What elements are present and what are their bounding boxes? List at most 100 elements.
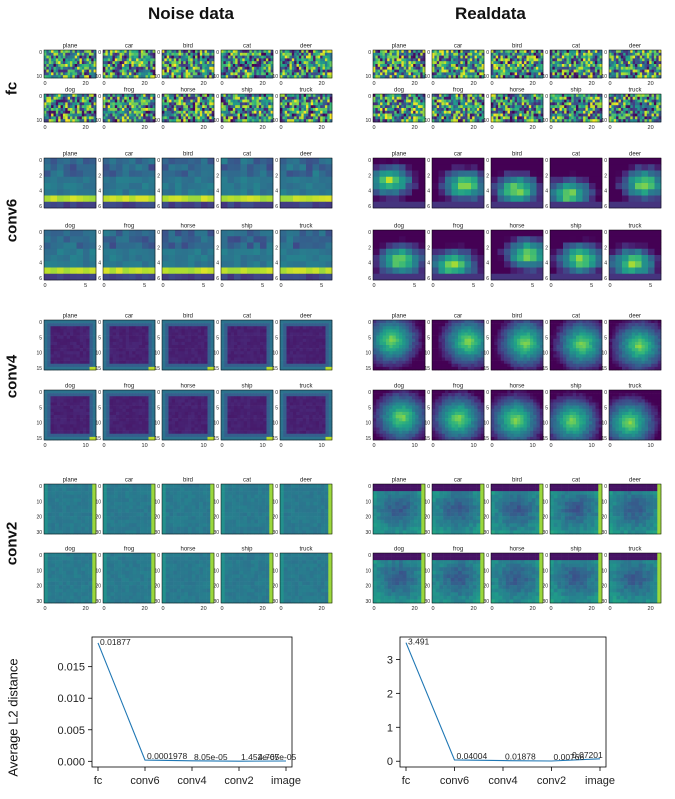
heatmap-xtick: 20: [260, 81, 266, 87]
heatmap-xtick: 0: [102, 283, 105, 289]
heatmap-class-label: deer: [300, 44, 312, 50]
heatmap-conv6-noise-bird: bird 0 2 4 6: [157, 152, 215, 210]
heatmap-ytick: 10: [601, 118, 607, 124]
heatmap-xtick: 20: [589, 606, 595, 612]
heatmap-ytick: 10: [154, 74, 160, 80]
heatmap-ytick: 0: [427, 553, 430, 559]
heatmap-ytick: 6: [545, 276, 548, 282]
heatmap-conv2-noise-truck: truck 0 20 0 10 20 30: [272, 547, 333, 612]
heatmap-ytick: 0: [39, 320, 42, 326]
heatmap-conv6-noise-truck: truck 0 5 0 2 4 6: [275, 224, 333, 289]
heatmap-ytick: 6: [368, 204, 371, 210]
l2-ytick: 1: [387, 722, 393, 734]
heatmap-ytick: 5: [427, 405, 430, 411]
l2-xtick: fc: [402, 775, 411, 787]
heatmap-conv6-noise-cat: cat 0 2 4 6: [216, 152, 274, 210]
heatmap-xtick: 0: [490, 125, 493, 131]
heatmap-ytick: 2: [604, 173, 607, 179]
heatmap-ytick: 0: [604, 158, 607, 164]
heatmap-class-label: frog: [453, 547, 463, 553]
heatmap-class-label: plane: [63, 44, 78, 50]
heatmap-ytick: 6: [427, 276, 430, 282]
heatmap-ytick: 0: [39, 553, 42, 559]
heatmap-class-label: ship: [570, 384, 582, 390]
heatmap-class-label: truck: [299, 547, 313, 553]
heatmap-ytick: 0: [368, 484, 371, 490]
heatmap-class-label: horse: [509, 88, 525, 94]
heatmap-class-label: car: [454, 314, 462, 320]
heatmap-conv4-noise-truck: truck 0 10 0 5 10 15: [272, 384, 333, 449]
heatmap-xtick: 5: [531, 283, 534, 289]
heatmap-ytick: 15: [365, 436, 371, 442]
l2-xtick: conv2: [224, 775, 253, 787]
heatmap-class-label: car: [454, 478, 462, 484]
heatmap-ytick: 5: [39, 405, 42, 411]
heatmap-class-label: horse: [180, 88, 196, 94]
heatmap-xtick: 0: [431, 283, 434, 289]
heatmap-ytick: 0: [486, 553, 489, 559]
heatmap-xtick: 20: [319, 606, 325, 612]
heatmap-conv6-real-car: car 0 2 4 6: [427, 152, 485, 210]
heatmap-ytick: 10: [542, 351, 548, 357]
heatmap-xtick: 10: [530, 443, 536, 449]
heatmap-ytick: 0: [216, 390, 219, 396]
heatmap-xtick: 0: [490, 81, 493, 87]
heatmap-xtick: 10: [83, 443, 89, 449]
heatmap-ytick: 20: [483, 515, 489, 521]
heatmap-conv6-noise-dog: dog 0 5 0 2 4 6: [39, 224, 97, 289]
heatmap-ytick: 0: [216, 94, 219, 100]
heatmap-conv4-real-truck: truck 0 10 0 5 10 15: [601, 384, 662, 449]
heatmap-xtick: 20: [412, 606, 418, 612]
heatmap-conv2-noise-cat: cat 0 10 20 30: [213, 478, 274, 536]
heatmap-conv2-real-bird: bird 0 10 20 30: [483, 478, 544, 536]
heatmap-xtick: 20: [412, 125, 418, 131]
heatmap-ytick: 30: [36, 530, 42, 536]
l2-ytick: 3: [387, 654, 393, 666]
heatmap-ytick: 0: [427, 94, 430, 100]
heatmap-class-label: frog: [124, 88, 134, 94]
heatmap-xtick: 20: [589, 125, 595, 131]
heatmap-ytick: 10: [213, 351, 219, 357]
heatmap-class-label: ship: [241, 384, 253, 390]
heatmap-xtick: 20: [319, 81, 325, 87]
heatmap-ytick: 0: [604, 230, 607, 236]
heatmap-ytick: 5: [98, 405, 101, 411]
heatmap-xtick: 20: [260, 125, 266, 131]
heatmap-ytick: 10: [365, 568, 371, 574]
heatmap-class-label: car: [125, 152, 133, 158]
heatmap-ytick: 10: [424, 351, 430, 357]
heatmap-class-label: deer: [300, 478, 312, 484]
heatmap-class-label: bird: [512, 314, 522, 320]
shared-ylabel: Average L2 distance: [5, 658, 21, 777]
heatmap-ytick: 10: [424, 118, 430, 124]
heatmap-ytick: 5: [427, 335, 430, 341]
heatmap-xtick: 0: [43, 125, 46, 131]
heatmap-ytick: 5: [368, 405, 371, 411]
heatmap-ytick: 10: [542, 499, 548, 505]
l2-point-label: 0.01878: [505, 752, 536, 762]
heatmap-ytick: 10: [95, 499, 101, 505]
heatmap-ytick: 0: [275, 50, 278, 56]
heatmap-ytick: 5: [216, 335, 219, 341]
heatmap-class-label: car: [454, 44, 462, 50]
heatmap-ytick: 0: [368, 230, 371, 236]
heatmap-ytick: 5: [98, 335, 101, 341]
heatmap-class-label: truck: [299, 88, 313, 94]
heatmap-xtick: 0: [549, 125, 552, 131]
heatmap-class-label: plane: [392, 44, 407, 50]
heatmap-ytick: 4: [604, 261, 607, 267]
heatmap-ytick: 15: [601, 366, 607, 372]
heatmap-xtick: 20: [319, 125, 325, 131]
heatmap-ytick: 0: [216, 484, 219, 490]
heatmap-ytick: 4: [545, 189, 548, 195]
heatmap-ytick: 10: [36, 499, 42, 505]
heatmap-xtick: 5: [202, 283, 205, 289]
heatmap-ytick: 15: [95, 366, 101, 372]
heatmap-xtick: 5: [143, 283, 146, 289]
heatmap-ytick: 15: [483, 366, 489, 372]
heatmap-xtick: 20: [142, 125, 148, 131]
heatmap-ytick: 0: [216, 50, 219, 56]
heatmap-class-label: truck: [628, 547, 642, 553]
